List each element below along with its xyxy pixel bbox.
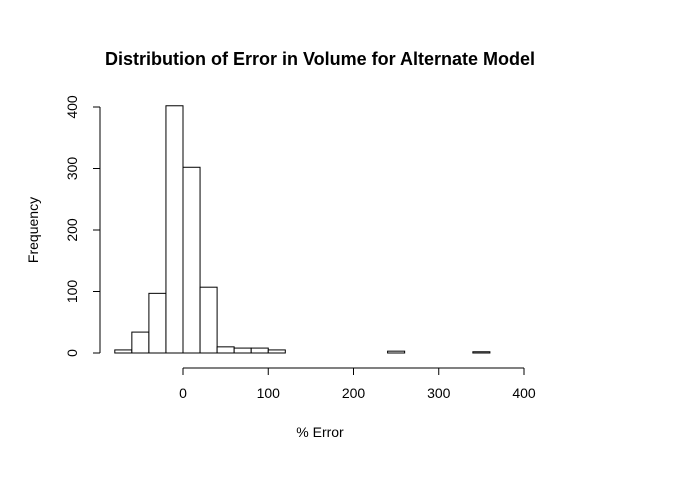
x-tick-label: 400 [512,385,536,401]
histogram-bar [182,166,201,354]
y-tick-label: 100 [64,280,80,304]
histogram-bar [148,292,167,354]
histogram-bar [267,349,286,354]
histogram-bars [114,105,491,354]
histogram-bar [165,105,184,354]
histogram-bar [131,331,150,354]
y-axis-label: Frequency [25,197,41,263]
histogram-bar [199,286,218,354]
x-axis-label: % Error [296,424,344,440]
x-tick-label: 300 [427,385,451,401]
histogram-bar [250,347,269,354]
x-tick-label: 100 [257,385,281,401]
x-axis: 0 100 200 300 400 [179,367,536,401]
chart-title: Distribution of Error in Volume for Alte… [105,49,535,69]
x-tick-label: 0 [179,385,187,401]
y-tick-label: 400 [64,95,80,119]
histogram-bar [387,350,406,354]
y-tick-label: 0 [64,349,80,357]
y-tick-label: 200 [64,218,80,242]
histogram-bar [233,347,252,354]
histogram-bar [216,346,235,354]
histogram-bar [114,349,133,354]
histogram-bar [472,351,491,354]
x-tick-label: 200 [342,385,366,401]
y-axis: 0 100 200 300 400 [64,95,101,357]
y-tick-label: 300 [64,157,80,181]
